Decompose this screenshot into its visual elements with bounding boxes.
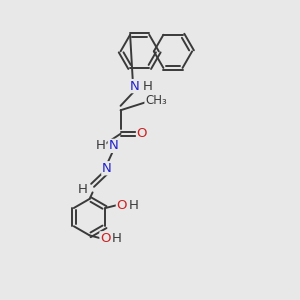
- Text: N: N: [108, 140, 118, 152]
- Text: H: H: [112, 232, 122, 245]
- Text: H: H: [128, 199, 138, 212]
- Text: N: N: [102, 162, 112, 175]
- Text: O: O: [100, 232, 110, 245]
- Text: N: N: [130, 80, 140, 93]
- Text: CH₃: CH₃: [145, 94, 167, 107]
- Text: O: O: [116, 199, 127, 212]
- Text: H: H: [96, 140, 106, 152]
- Text: H: H: [78, 183, 88, 196]
- Text: O: O: [136, 127, 147, 140]
- Text: H: H: [143, 80, 153, 93]
